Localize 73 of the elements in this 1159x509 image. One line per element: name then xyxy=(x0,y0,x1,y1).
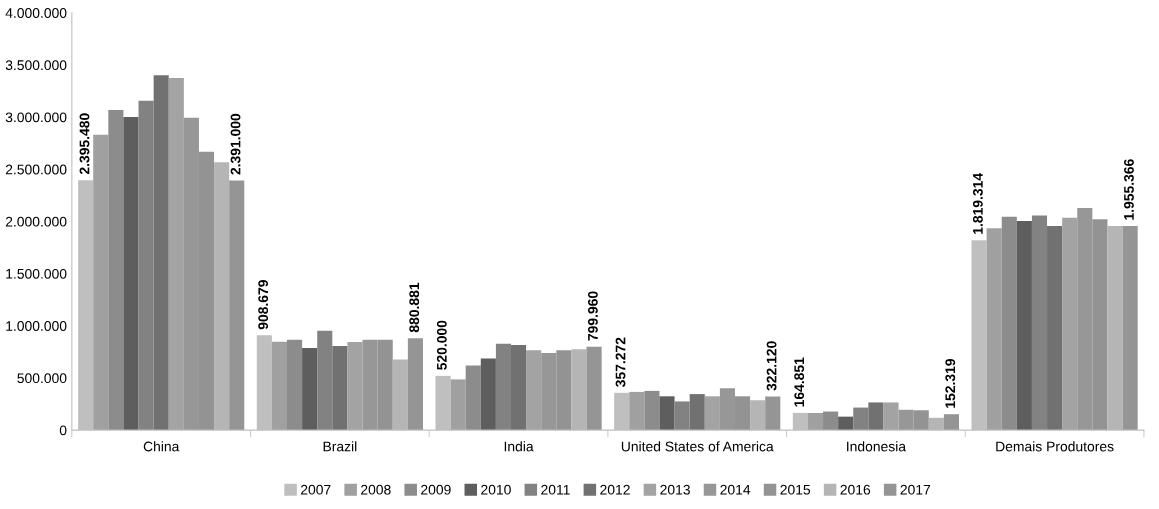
bar xyxy=(943,414,959,431)
bar xyxy=(986,228,1002,431)
bar xyxy=(302,348,318,431)
bar xyxy=(689,394,705,431)
bar xyxy=(480,358,496,431)
bar xyxy=(659,396,675,431)
data-label: 1.955.366 xyxy=(1124,159,1134,220)
x-tick-label: India xyxy=(504,441,534,452)
x-tick-label: United States of America xyxy=(621,441,774,452)
bar xyxy=(629,391,645,431)
bar xyxy=(586,346,602,431)
bar xyxy=(153,75,169,431)
y-tick-label: 4.000.000 xyxy=(5,8,67,18)
data-label: 357.272 xyxy=(615,337,626,387)
data-label: 520.000 xyxy=(436,320,447,370)
y-tick-label: 3.000.000 xyxy=(5,112,67,123)
bar xyxy=(108,109,124,431)
data-label: 2.395.480 xyxy=(79,113,90,175)
legend-label: 2010 xyxy=(481,484,511,495)
data-label: 152.319 xyxy=(945,358,956,408)
bar xyxy=(807,412,824,431)
data-label: 322.120 xyxy=(766,341,777,391)
legend-label: 2011 xyxy=(541,484,570,495)
bar xyxy=(287,339,303,431)
bar xyxy=(644,390,660,431)
y-tick-label: 1.000.000 xyxy=(6,321,67,331)
bar xyxy=(1001,216,1017,431)
data-label: 908.679 xyxy=(258,280,269,330)
data-label: 1.819.314 xyxy=(972,173,983,234)
bar xyxy=(138,100,154,431)
y-tick-label: 2.000.000 xyxy=(5,216,67,227)
legend-label: 2008 xyxy=(361,484,391,495)
bar xyxy=(123,117,139,431)
bar xyxy=(511,344,527,431)
bar xyxy=(674,401,690,431)
y-tick-label: 1.500.000 xyxy=(6,268,67,279)
y-tick-label: 0 xyxy=(59,425,67,436)
bar xyxy=(868,402,884,431)
y-tick-label: 500.000 xyxy=(17,373,67,384)
legend-label: 2014 xyxy=(720,484,751,495)
bar xyxy=(1047,226,1063,431)
bar xyxy=(853,407,869,431)
bar xyxy=(765,396,781,431)
x-tick-label: Brazil xyxy=(323,441,357,452)
legend-label: 2017 xyxy=(900,484,931,495)
bar xyxy=(271,341,287,431)
legend-label: 2015 xyxy=(780,484,811,495)
legend-label: 2012 xyxy=(600,484,630,495)
bar xyxy=(1122,226,1138,431)
legend-label: 2009 xyxy=(421,484,451,495)
bar xyxy=(1031,215,1048,431)
legend-label: 2016 xyxy=(840,484,871,495)
data-label: 164.851 xyxy=(794,357,805,407)
bar xyxy=(332,346,348,431)
bar xyxy=(495,343,511,431)
bar xyxy=(229,180,245,431)
bar xyxy=(93,134,109,431)
bar xyxy=(465,365,481,431)
bar xyxy=(407,338,423,431)
y-tick-label: 2.500.000 xyxy=(5,164,67,175)
bar xyxy=(823,411,839,431)
bar xyxy=(1016,221,1032,431)
x-tick-label: Indonesia xyxy=(847,441,907,452)
x-tick-label: China xyxy=(143,441,180,452)
bar xyxy=(317,330,333,431)
data-label: 2.391.000 xyxy=(230,113,241,175)
data-label: 880.881 xyxy=(409,282,420,333)
x-tick-label: Demais Produtores xyxy=(996,441,1114,452)
y-tick-label: 3.500.000 xyxy=(5,60,67,71)
data-label: 799.960 xyxy=(587,291,598,341)
legend-label: 2007 xyxy=(300,484,331,495)
bar xyxy=(450,379,466,431)
legend-label: 2013 xyxy=(660,484,690,495)
